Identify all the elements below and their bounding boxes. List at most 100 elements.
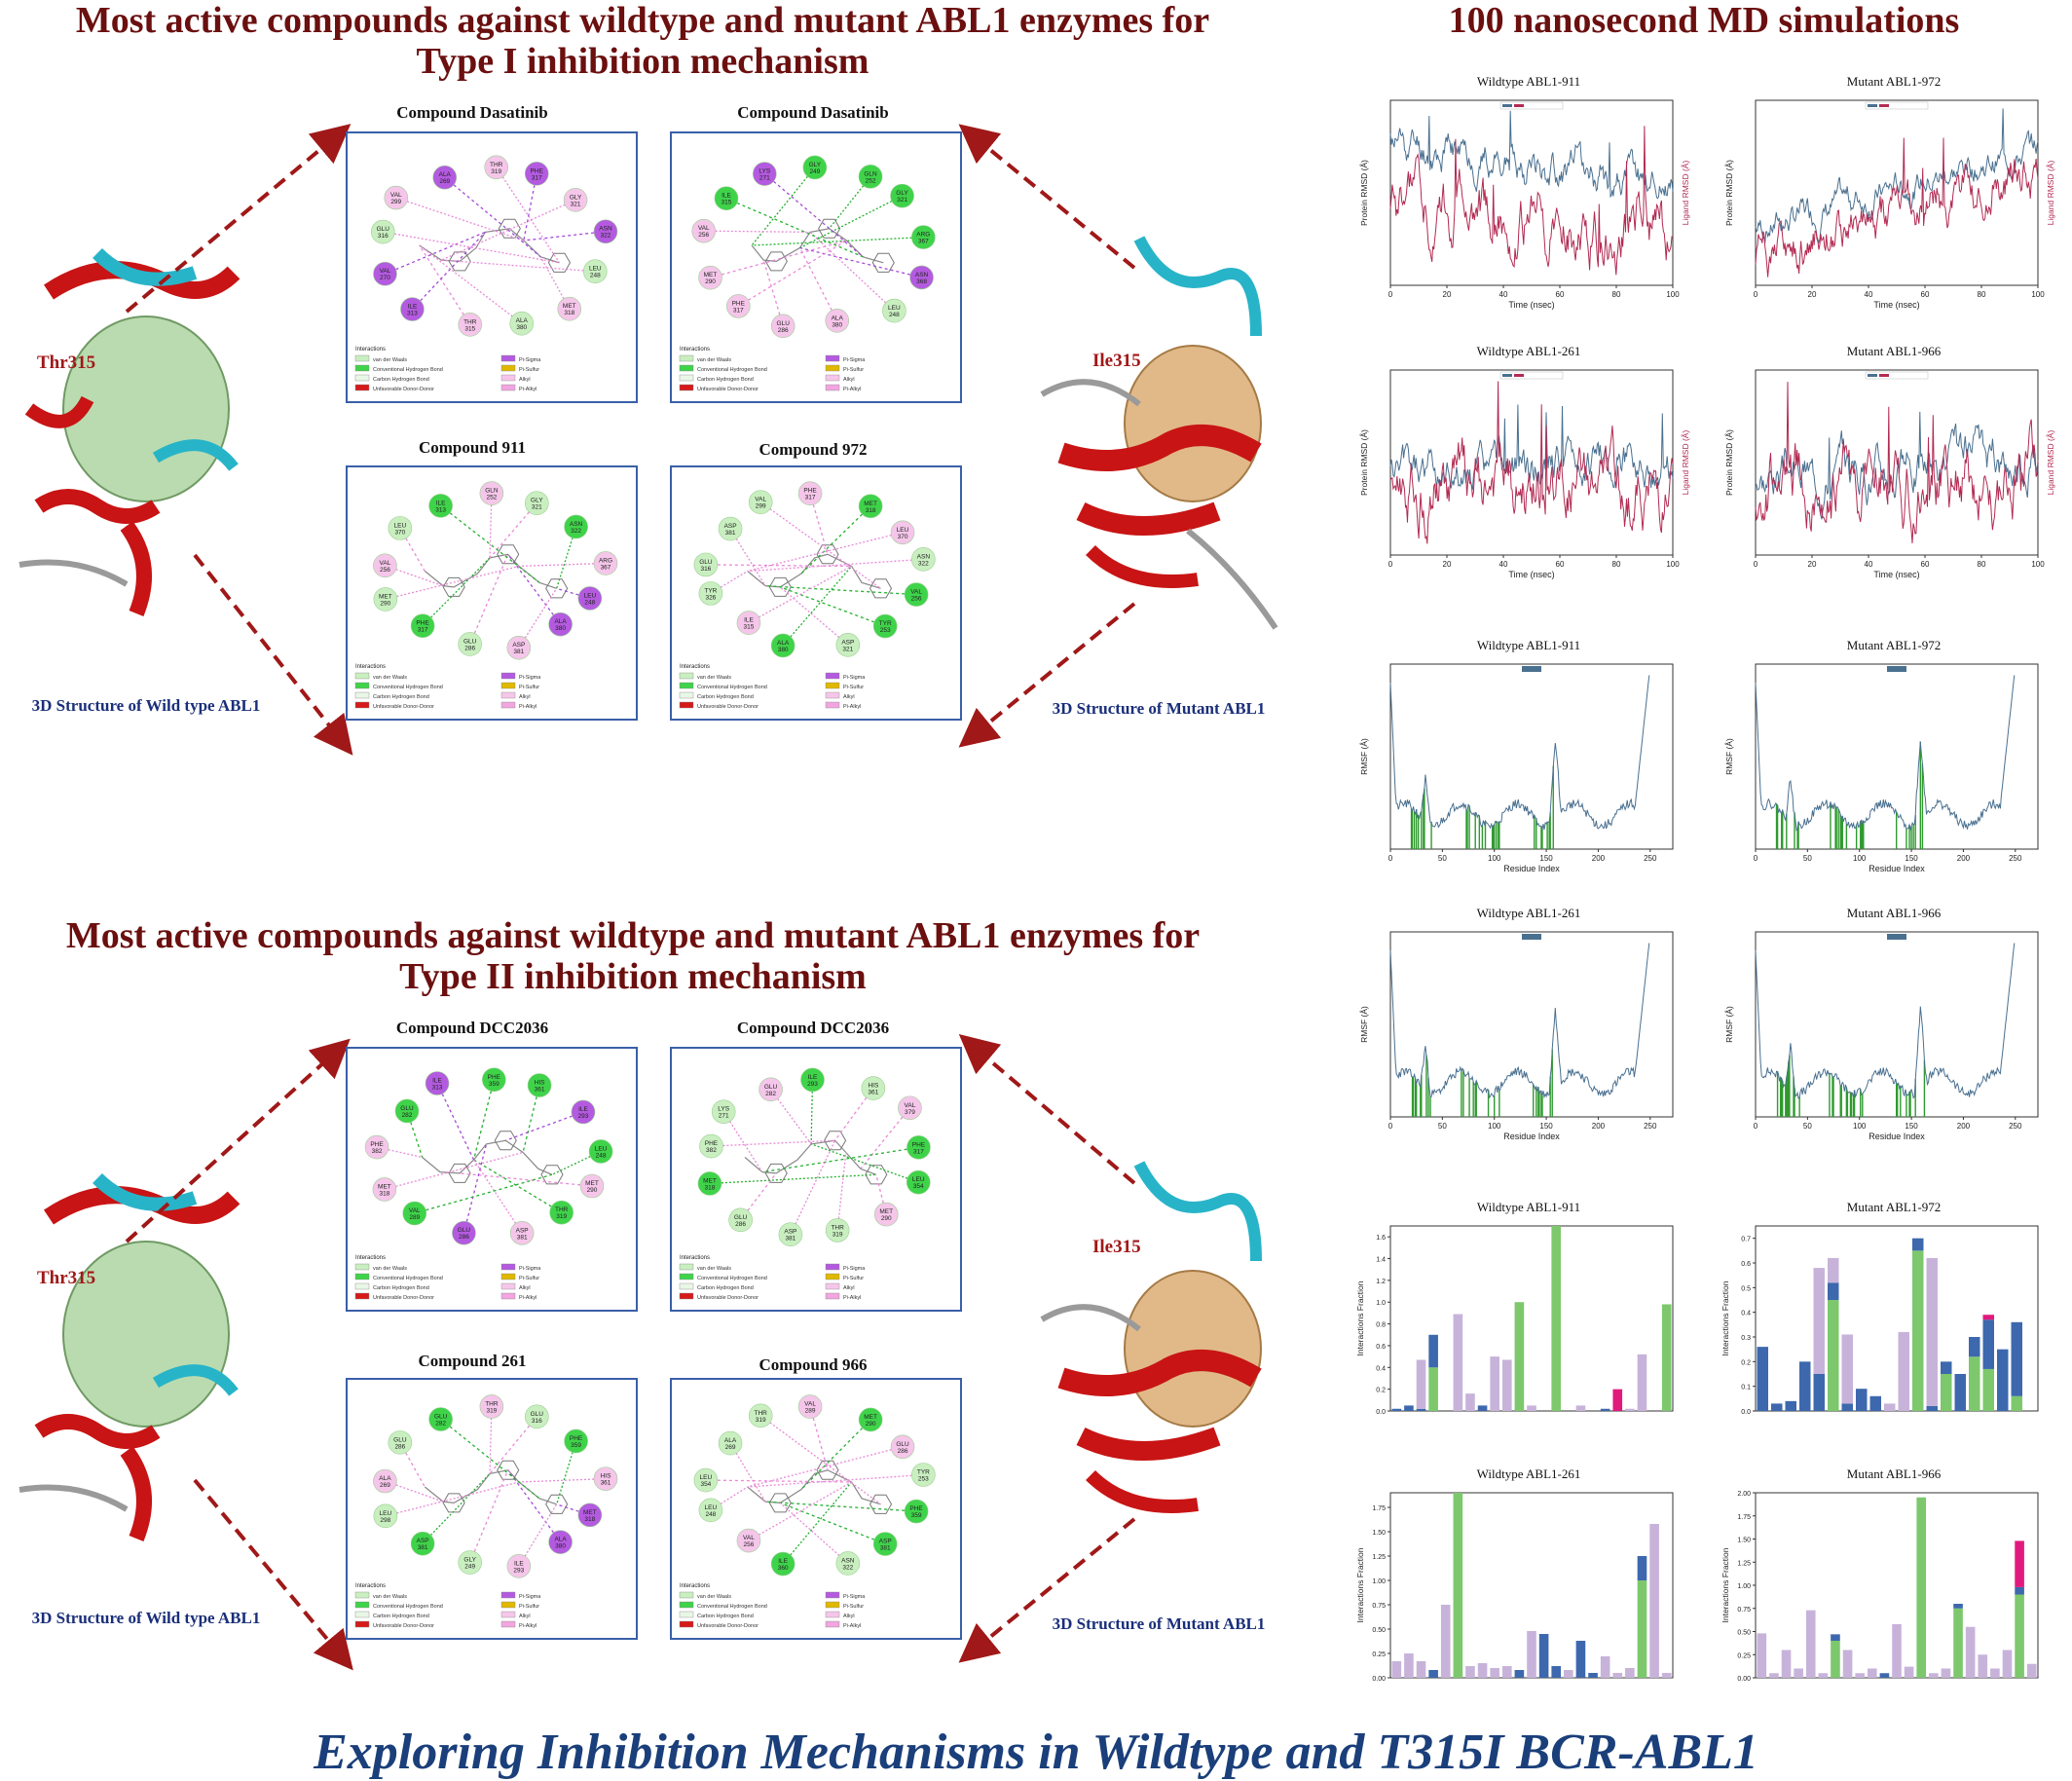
- x-tick-label: 80: [1612, 290, 1621, 299]
- residue-label: VAL: [380, 268, 391, 275]
- residue-label: LEU: [584, 592, 597, 599]
- residue-node: [577, 586, 603, 611]
- interaction-line: [809, 493, 829, 555]
- legend-swatch: [500, 1282, 516, 1290]
- residue-node: [736, 611, 761, 635]
- x-tick-label: 40: [1499, 560, 1508, 569]
- legend-item: Pi-Alkyl: [519, 1623, 536, 1629]
- residue-label: MET: [583, 1509, 597, 1516]
- residue-label: ASP: [516, 1227, 529, 1234]
- residue-node: [728, 1207, 753, 1233]
- residue-number: 286: [778, 327, 789, 334]
- residue-label: ALA: [777, 640, 790, 647]
- residue-node: [370, 219, 395, 244]
- residue-node: [384, 185, 409, 210]
- interaction-bar: [1625, 1408, 1635, 1411]
- residue-node: [509, 1220, 535, 1245]
- residue-node: [373, 1503, 398, 1529]
- interaction-line: [799, 246, 922, 278]
- type1-heading: Most active compounds against wildtype a…: [10, 0, 1276, 82]
- legend-item: Alkyl: [843, 1614, 855, 1619]
- residue-node: [432, 165, 458, 190]
- x-axis-label: Time (nsec): [1508, 570, 1554, 579]
- interaction-panel-t2-0: PHE 359 HIS 361 ILE 293 LEU 248 MET 290 THR 319 ASP 3…: [346, 1047, 638, 1312]
- legend-swatch: [354, 1282, 370, 1290]
- md-chart-wt261-rmsf: 0 50 100 150 200 250 Residue Index RMSF (Å): [1359, 931, 1674, 1141]
- legend-item: Alkyl: [519, 377, 531, 383]
- legend-swatch: [500, 1611, 516, 1618]
- residue-number: 381: [880, 1545, 891, 1552]
- ligand-rmsd-line: [1755, 137, 2039, 278]
- legend-protein-swatch: [1868, 104, 1877, 107]
- legend-item: Alkyl: [843, 1285, 855, 1291]
- residue-node: [904, 582, 929, 607]
- residue-number: 290: [380, 600, 390, 607]
- y-tick-label: 0.75: [1372, 1603, 1386, 1610]
- legend-item: Pi-Sulfur: [843, 1276, 864, 1281]
- residue-label: PHE: [370, 1141, 384, 1148]
- y-tick-label: 0.7: [1741, 1237, 1751, 1243]
- ligand-ring: [448, 1163, 471, 1183]
- residue-node: [906, 1169, 931, 1195]
- legend-swatch: [354, 384, 370, 391]
- legend-item: Pi-Alkyl: [843, 1295, 861, 1301]
- legend-swatch: [500, 384, 516, 391]
- md-chart-mut966-contacts: 0.00 0.25 0.50 0.75 1.00 1.25 1.50 1.75 2.00 Inte…: [1720, 1491, 2039, 1683]
- interaction-line: [383, 231, 560, 264]
- legend-item: Conventional Hydrogen Bond: [373, 1276, 443, 1281]
- legend-item: Unfavorable Donor-Donor: [697, 704, 758, 710]
- md-chart-title-0: Wildtype ABL1-911: [1476, 74, 1581, 89]
- residue-label: ALA: [832, 315, 844, 321]
- residue-number: 286: [394, 1443, 405, 1450]
- residue-number: 381: [725, 530, 736, 537]
- interaction-bar: [1867, 1668, 1877, 1678]
- arrow-mut-bottom-up: [958, 1034, 1136, 1185]
- arrow-mut-top-down: [958, 602, 1136, 748]
- y-tick-label: 1.0: [1376, 1300, 1386, 1307]
- md-chart-wt911-rmsd: 0 20 40 60 80 100 Time (nsec) Protein RMSD (Å) L…: [1359, 99, 1690, 310]
- ligand-skeleton: [747, 1469, 881, 1505]
- interaction-bar: [1912, 1250, 1924, 1411]
- residue-label: ILE: [408, 304, 418, 311]
- interaction-bar: [1501, 1359, 1512, 1411]
- type1-heading-line2: Type I inhibition mechanism: [416, 41, 870, 82]
- panel-title-t2-0: Compound DCC2036: [395, 1019, 549, 1037]
- residue-label: PHE: [531, 167, 544, 174]
- residue-label: TYR: [704, 587, 717, 594]
- interaction-line: [705, 564, 852, 568]
- y-axis-label: Interactions Fraction: [1355, 1280, 1365, 1355]
- residue-node: [718, 516, 743, 541]
- interaction-bar: [1953, 1608, 1963, 1678]
- x-axis-label: Residue Index: [1503, 1132, 1560, 1141]
- wt-residue-label-bottom: Thr315: [37, 1268, 96, 1288]
- interaction-line: [469, 553, 509, 645]
- interaction-line: [725, 198, 864, 258]
- residue-node: [557, 296, 582, 321]
- interaction-bar: [1842, 1650, 1853, 1678]
- residue-label: PHE: [909, 1505, 923, 1512]
- residue-label: HIS: [868, 1083, 879, 1090]
- md-chart-mut972-contacts: 0.0 0.1 0.2 0.3 0.4 0.5 0.6 0.7 Interactions Fra…: [1720, 1225, 2039, 1416]
- interaction-bar: [1465, 1393, 1475, 1411]
- x-tick-label: 150: [1905, 854, 1918, 863]
- interaction-bar: [1926, 1405, 1938, 1411]
- residue-number: 382: [706, 1147, 717, 1154]
- interaction-bar: [1978, 1654, 1988, 1678]
- residue-label: GLU: [777, 320, 791, 327]
- residue-node: [904, 1499, 929, 1524]
- legend-item: Carbon Hydrogen Bond: [697, 1285, 754, 1291]
- residue-node: [509, 311, 535, 336]
- residue-number: 381: [513, 649, 524, 655]
- y-axis-label: Protein RMSD (Å): [1359, 429, 1369, 496]
- residue-node: [484, 155, 509, 180]
- interaction-line: [759, 1415, 881, 1505]
- y-tick-label: 1.75: [1737, 1514, 1751, 1521]
- panel-title-t2-2: Compound 261: [418, 1352, 527, 1370]
- interaction-line: [834, 1088, 874, 1141]
- residue-node: [698, 265, 722, 290]
- interaction-line: [710, 570, 749, 594]
- interaction-line: [441, 199, 576, 261]
- residue-node: [410, 1531, 435, 1556]
- ligand-skeleton: [751, 228, 884, 264]
- residue-label: ILE: [432, 1078, 442, 1085]
